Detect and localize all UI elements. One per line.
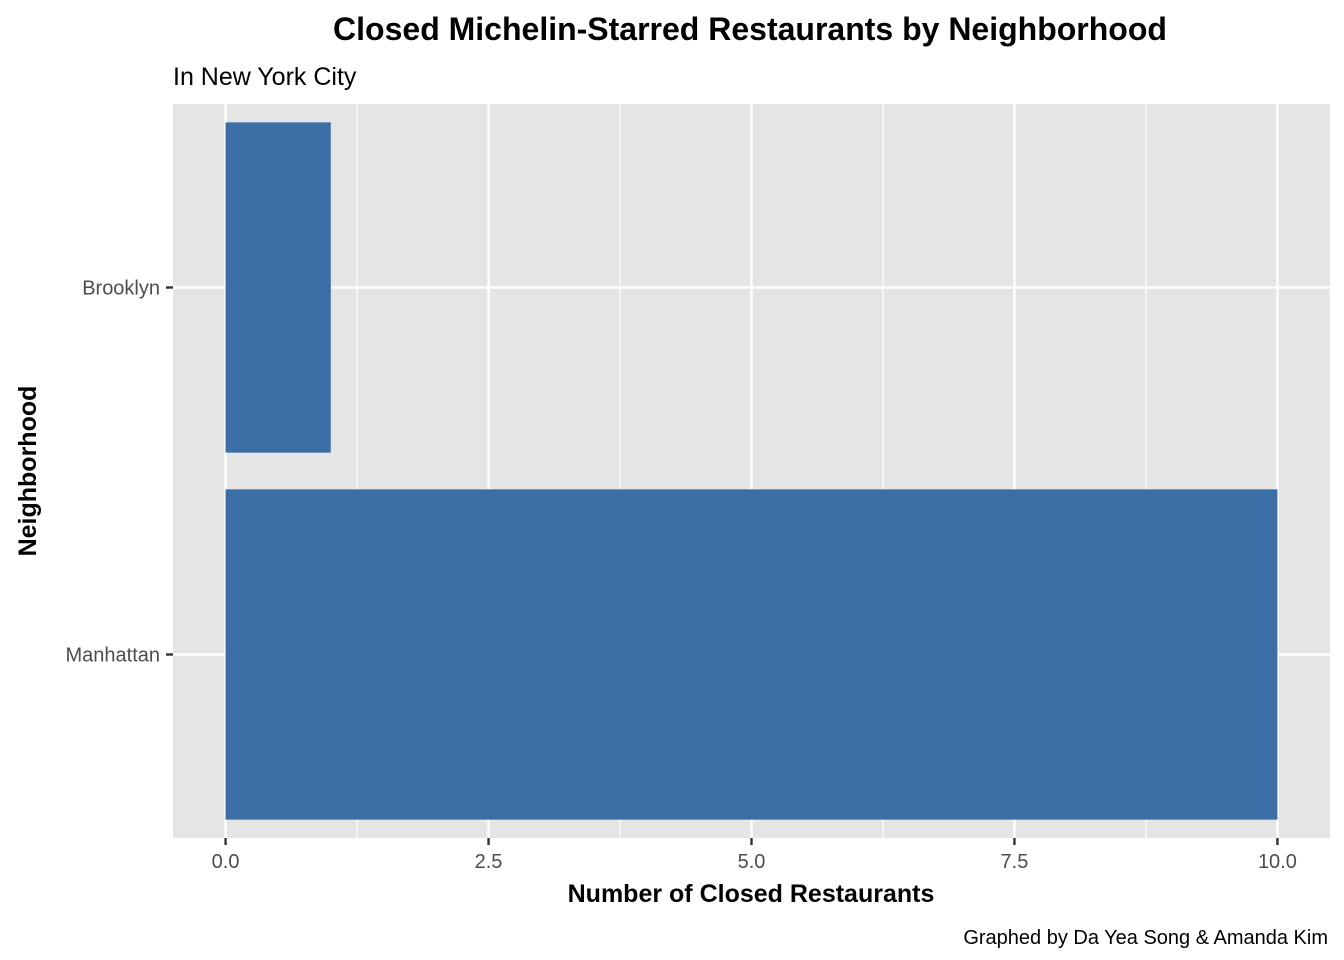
chart-caption: Graphed by Da Yea Song & Amanda Kim	[963, 927, 1328, 949]
bar-brooklyn	[225, 122, 331, 453]
x-axis-ticks: 0.0 2.5 5.0 7.5 10.0	[212, 838, 1297, 873]
bar-manhattan	[225, 489, 1278, 820]
x-tick-label: 0.0	[212, 851, 240, 873]
x-tick-label: 5.0	[738, 851, 766, 873]
y-tick-label: Manhattan	[65, 645, 160, 667]
x-tick-label: 7.5	[1001, 851, 1029, 873]
x-tick-label: 10.0	[1258, 851, 1297, 873]
x-tick-label: 2.5	[475, 851, 503, 873]
y-axis-ticks: Brooklyn Manhattan	[65, 278, 173, 667]
y-tick-label: Brooklyn	[82, 278, 160, 300]
chart-title: Closed Michelin-Starred Restaurants by N…	[333, 11, 1167, 47]
y-axis-title: Neighborhood	[14, 386, 42, 557]
x-axis-title: Number of Closed Restaurants	[568, 880, 935, 908]
chart-subtitle: In New York City	[173, 63, 357, 91]
bars	[225, 122, 1278, 820]
